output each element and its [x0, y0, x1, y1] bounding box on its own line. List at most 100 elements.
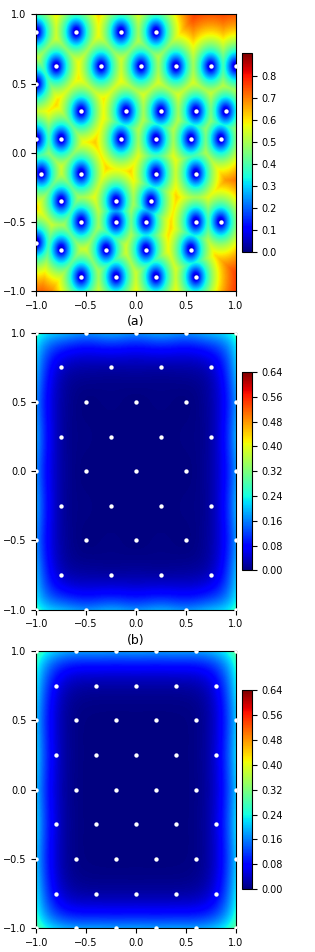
Point: [133, 678, 138, 693]
Point: [54, 747, 59, 763]
Point: [59, 498, 64, 513]
Point: [113, 851, 118, 866]
Point: [54, 678, 59, 693]
Point: [34, 644, 39, 659]
Point: [158, 567, 163, 583]
Point: [213, 747, 218, 763]
Point: [78, 269, 83, 285]
Point: [233, 851, 238, 866]
Point: [133, 326, 138, 341]
Point: [59, 131, 64, 147]
Point: [173, 678, 178, 693]
Point: [83, 394, 89, 409]
Point: [118, 131, 123, 147]
Point: [158, 498, 163, 513]
Point: [208, 498, 213, 513]
Point: [113, 713, 118, 728]
Point: [138, 59, 143, 74]
Point: [213, 886, 218, 902]
X-axis label: (b): (b): [127, 634, 145, 646]
Point: [183, 602, 188, 617]
Point: [133, 394, 138, 409]
Point: [74, 783, 79, 798]
Point: [213, 817, 218, 832]
Point: [74, 851, 79, 866]
Point: [133, 464, 138, 479]
Point: [153, 783, 158, 798]
Point: [193, 166, 198, 181]
Point: [153, 644, 158, 659]
Point: [153, 269, 158, 285]
Point: [193, 104, 198, 119]
Point: [193, 851, 198, 866]
Point: [233, 644, 238, 659]
Point: [233, 713, 238, 728]
Point: [153, 851, 158, 866]
Point: [158, 429, 163, 445]
Point: [153, 131, 158, 147]
Point: [113, 193, 118, 208]
Point: [183, 326, 188, 341]
Point: [108, 360, 113, 375]
Point: [39, 166, 44, 181]
Point: [143, 242, 148, 257]
Point: [233, 326, 238, 341]
Point: [153, 713, 158, 728]
Point: [173, 817, 178, 832]
Point: [78, 214, 83, 229]
Point: [218, 214, 223, 229]
Point: [34, 235, 39, 250]
Point: [218, 131, 223, 147]
Point: [34, 464, 39, 479]
Point: [133, 747, 138, 763]
Point: [34, 851, 39, 866]
Point: [173, 59, 178, 74]
Point: [113, 921, 118, 936]
Point: [34, 713, 39, 728]
Point: [34, 921, 39, 936]
Point: [83, 533, 89, 548]
Point: [193, 713, 198, 728]
Point: [233, 464, 238, 479]
Point: [233, 921, 238, 936]
Point: [34, 533, 39, 548]
Point: [158, 360, 163, 375]
Point: [74, 24, 79, 39]
X-axis label: (a): (a): [127, 315, 145, 328]
Point: [78, 166, 83, 181]
Point: [133, 602, 138, 617]
Point: [34, 24, 39, 39]
Point: [233, 602, 238, 617]
Point: [83, 464, 89, 479]
Point: [108, 429, 113, 445]
Point: [173, 886, 178, 902]
Point: [94, 678, 99, 693]
Point: [99, 59, 104, 74]
Point: [233, 783, 238, 798]
Point: [208, 429, 213, 445]
Point: [133, 817, 138, 832]
Point: [133, 886, 138, 902]
Point: [233, 59, 238, 74]
Point: [59, 567, 64, 583]
Point: [193, 644, 198, 659]
Point: [183, 533, 188, 548]
Point: [193, 269, 198, 285]
Point: [34, 326, 39, 341]
Point: [208, 360, 213, 375]
Point: [193, 783, 198, 798]
Point: [83, 326, 89, 341]
Point: [143, 214, 148, 229]
Point: [113, 269, 118, 285]
Point: [153, 24, 158, 39]
Point: [113, 644, 118, 659]
Point: [233, 394, 238, 409]
Point: [78, 104, 83, 119]
Point: [34, 602, 39, 617]
Point: [153, 921, 158, 936]
Point: [188, 131, 193, 147]
Point: [74, 921, 79, 936]
Point: [183, 394, 188, 409]
Point: [34, 76, 39, 91]
Point: [158, 104, 163, 119]
